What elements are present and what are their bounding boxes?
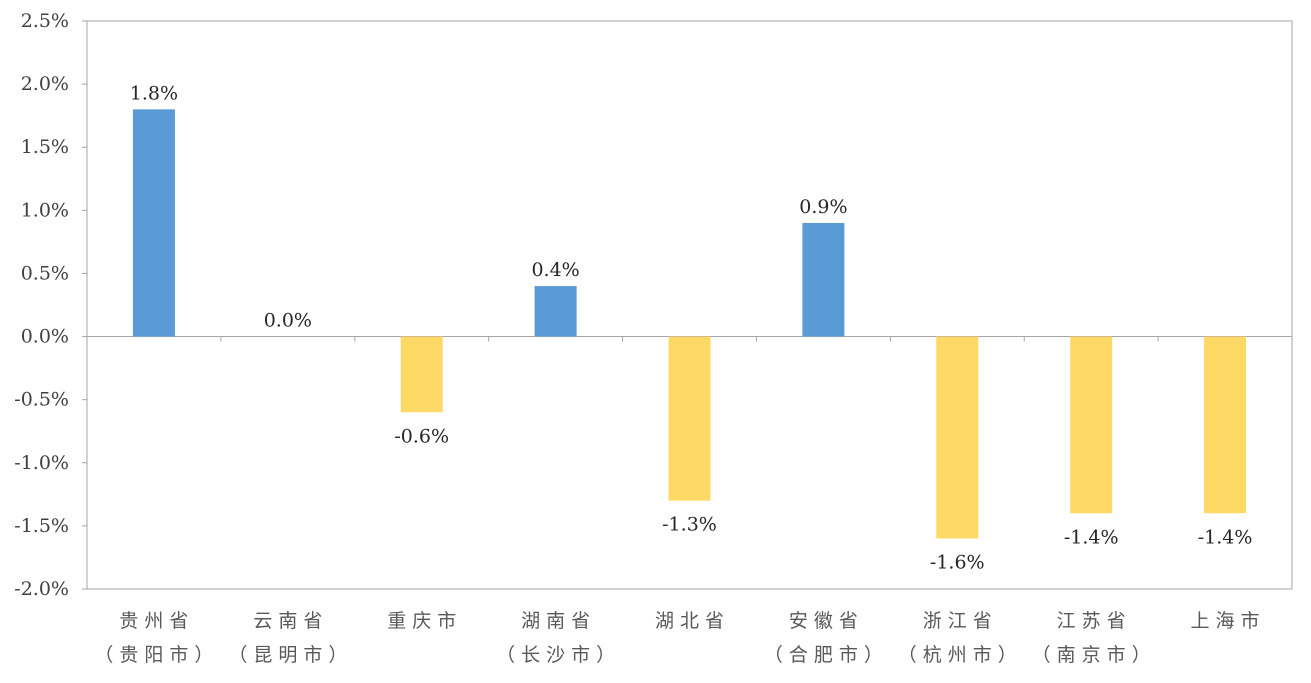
y-tick-label: 0.0% — [21, 326, 69, 348]
data-label: -1.4% — [1064, 526, 1119, 548]
x-category-label: 上海市 — [1191, 610, 1266, 632]
plot-area-border — [86, 20, 1293, 590]
y-tick-label: -1.5% — [14, 515, 69, 537]
x-category-label: （长沙市） — [496, 644, 621, 666]
x-category-label: 安徽省 — [789, 610, 864, 632]
x-category-label: 湖南省 — [521, 610, 596, 632]
x-category-label: 云南省 — [253, 610, 328, 632]
bar — [400, 336, 443, 413]
data-label: 0.0% — [264, 310, 312, 332]
y-tick-label: -1.0% — [14, 452, 69, 474]
data-label: -1.3% — [662, 514, 717, 536]
y-tick-label: 2.5% — [21, 10, 69, 32]
y-tick-label: 1.5% — [21, 136, 69, 158]
bar — [1204, 336, 1247, 514]
y-tick-label: 1.0% — [21, 199, 69, 221]
x-category-label: （合肥市） — [764, 644, 889, 666]
x-category-label: 江苏省 — [1057, 610, 1132, 632]
bar — [132, 109, 175, 337]
bar — [534, 286, 577, 337]
data-label: -1.6% — [930, 552, 985, 574]
data-label: -1.4% — [1198, 526, 1253, 548]
y-tick-label: 0.5% — [21, 262, 69, 284]
bar — [936, 336, 979, 539]
data-label: -0.6% — [394, 425, 449, 447]
x-category-label: （贵阳市） — [94, 644, 219, 666]
y-tick-label: 2.0% — [21, 73, 69, 95]
bar — [668, 336, 711, 501]
bar — [1070, 336, 1113, 514]
x-category-label: （南京市） — [1032, 644, 1157, 666]
x-category-label: 贵州省 — [119, 610, 194, 632]
x-category-label: （杭州市） — [898, 644, 1023, 666]
y-tick-label: -2.0% — [14, 578, 69, 600]
bar — [802, 222, 845, 337]
x-category-label: 浙江省 — [923, 610, 998, 632]
y-tick-label: -0.5% — [14, 389, 69, 411]
data-label: 0.4% — [531, 259, 579, 281]
data-label: 0.9% — [799, 196, 847, 218]
x-category-label: （昆明市） — [228, 644, 353, 666]
x-category-label: 重庆市 — [387, 610, 462, 632]
data-label: 1.8% — [130, 82, 178, 104]
x-category-label: 湖北省 — [655, 610, 730, 632]
